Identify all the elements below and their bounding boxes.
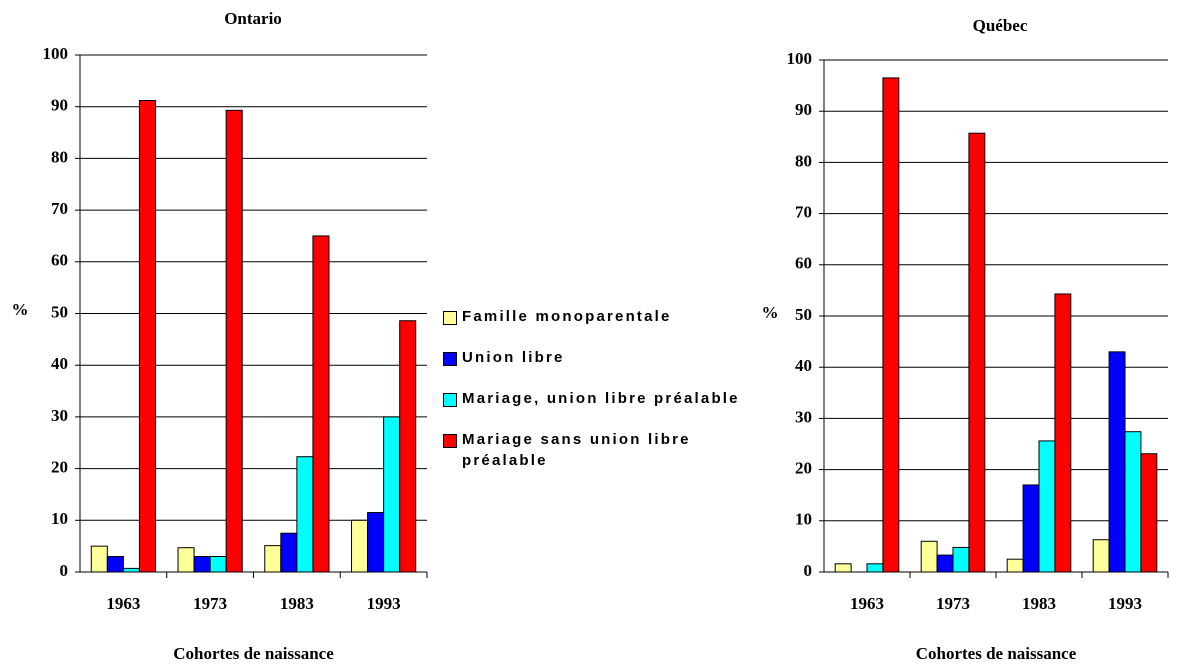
bar — [351, 519, 369, 573]
bar — [1108, 351, 1126, 573]
bar — [1054, 293, 1072, 573]
bar — [367, 512, 385, 573]
x-tick-label: 1993 — [1108, 594, 1142, 613]
y-tick-label: 10 — [51, 509, 68, 528]
y-tick-label: 0 — [60, 561, 69, 580]
y-axis-label: % — [12, 300, 29, 319]
bar — [177, 547, 195, 573]
x-tick-label: 1973 — [193, 594, 227, 613]
bar — [882, 77, 900, 573]
bar — [193, 555, 211, 573]
bar — [399, 320, 417, 573]
y-tick-label: 100 — [43, 44, 69, 63]
chart-title: Québec — [973, 16, 1028, 35]
y-tick-label: 90 — [51, 96, 68, 115]
bar — [936, 554, 954, 573]
y-tick-label: 20 — [795, 459, 812, 478]
bar — [1022, 484, 1040, 573]
legend-item: Famille monoparentale — [443, 308, 763, 327]
y-tick-label: 40 — [795, 356, 812, 375]
legend-swatch — [443, 434, 457, 448]
y-tick-label: 0 — [804, 561, 813, 580]
y-tick-label: 70 — [795, 203, 812, 222]
bar — [1092, 539, 1110, 573]
y-tick-label: 60 — [51, 251, 68, 270]
bar — [383, 416, 401, 573]
y-tick-label: 70 — [51, 199, 68, 218]
legend-label: Mariage, union libre préalable — [462, 390, 740, 407]
bar — [264, 545, 282, 573]
bar — [90, 545, 108, 573]
y-tick-label: 80 — [51, 147, 68, 166]
bar — [225, 109, 243, 573]
bar — [209, 555, 227, 573]
y-tick-label: 100 — [787, 49, 813, 68]
bar — [866, 563, 884, 573]
legend-swatch — [443, 311, 457, 325]
y-axis-label: % — [762, 303, 779, 322]
bar — [952, 546, 970, 573]
bar — [312, 235, 330, 573]
bar — [834, 563, 852, 573]
legend-item: Mariage, union libre préalable — [443, 390, 763, 409]
x-tick-label: 1993 — [367, 594, 401, 613]
bar — [1140, 453, 1158, 573]
bar — [1124, 431, 1142, 573]
bar — [1006, 558, 1024, 573]
legend-label: Mariage sans union libre préalable — [462, 431, 691, 469]
x-tick-label: 1983 — [280, 594, 314, 613]
y-tick-label: 60 — [795, 254, 812, 273]
legend-swatch — [443, 352, 457, 366]
legend: Famille monoparentale Union libre Mariage,… — [443, 308, 763, 493]
y-tick-label: 80 — [795, 151, 812, 170]
x-tick-label: 1963 — [850, 594, 884, 613]
x-tick-label: 1973 — [936, 594, 970, 613]
y-tick-label: 50 — [51, 302, 68, 321]
y-tick-label: 90 — [795, 100, 812, 119]
chart-title: Ontario — [224, 9, 282, 28]
x-tick-label: 1983 — [1022, 594, 1056, 613]
y-tick-label: 20 — [51, 458, 68, 477]
y-tick-label: 50 — [795, 305, 812, 324]
y-tick-label: 30 — [795, 407, 812, 426]
bar — [106, 555, 124, 573]
legend-item: Mariage sans union libre préalable — [443, 431, 763, 471]
legend-label: Famille monoparentale — [462, 308, 672, 325]
y-tick-label: 10 — [795, 510, 812, 529]
x-axis-label: Cohortes de naissance — [173, 644, 334, 663]
legend-item: Union libre — [443, 349, 763, 368]
legend-label: Union libre — [462, 349, 565, 366]
legend-swatch — [443, 393, 457, 407]
bar — [138, 99, 156, 573]
bar — [296, 456, 314, 573]
y-tick-label: 40 — [51, 354, 68, 373]
bar — [122, 567, 140, 573]
y-tick-label: 30 — [51, 406, 68, 425]
bar — [1038, 440, 1056, 573]
bar — [920, 540, 938, 573]
bar — [968, 132, 986, 573]
x-tick-label: 1963 — [106, 594, 140, 613]
x-axis-label: Cohortes de naissance — [916, 644, 1077, 663]
bar — [280, 532, 298, 573]
